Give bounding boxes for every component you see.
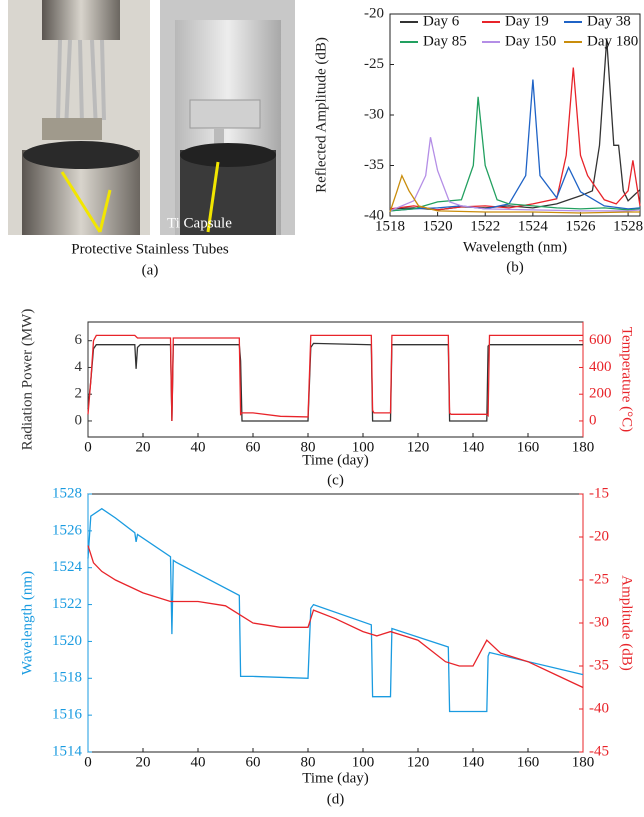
legend-label: Day 180 xyxy=(587,33,638,49)
x-axis-title: Time (day) xyxy=(302,452,369,468)
y-tick-label: -35 xyxy=(589,657,609,673)
x-tick-label: 1526 xyxy=(565,218,596,234)
legend-label: Day 85 xyxy=(423,33,467,49)
x-tick-label: 160 xyxy=(517,439,540,455)
photo-label: Ti Capsule xyxy=(167,215,232,231)
x-tick-label: 60 xyxy=(246,754,261,770)
x-tick-label: 120 xyxy=(407,754,430,770)
y-tick-label: 1528 xyxy=(52,485,82,501)
x-tick-label: 0 xyxy=(84,439,92,455)
x-axis-title: Wavelength (nm) xyxy=(463,239,567,255)
y-tick-label: 0 xyxy=(589,412,597,428)
y-tick-label: -20 xyxy=(589,528,609,544)
arrows xyxy=(60,161,220,233)
caption: (c) xyxy=(327,472,344,488)
y-tick-label: 200 xyxy=(589,386,612,402)
y-tick-label: -35 xyxy=(364,157,384,173)
x-tick-label: 120 xyxy=(407,439,430,455)
y2-axis-title: Amplitude (dB) xyxy=(619,575,635,670)
legend-label: Day 6 xyxy=(423,13,460,29)
y-tick-label: 1526 xyxy=(52,522,83,538)
y-tick-label: 1518 xyxy=(52,670,82,686)
series-line xyxy=(389,96,641,212)
y-tick-label: 1516 xyxy=(52,707,83,723)
x-tick-label: 20 xyxy=(136,439,151,455)
x-tick-label: 1522 xyxy=(470,218,500,234)
y-axis-title: Wavelength (nm) xyxy=(19,571,35,675)
y-tick-label: -25 xyxy=(364,56,384,72)
x-tick-label: 40 xyxy=(191,754,206,770)
x-tick-label: 1524 xyxy=(518,218,549,234)
x-tick-label: 100 xyxy=(352,754,375,770)
photo-right xyxy=(160,0,295,235)
y-tick-label: 1514 xyxy=(52,743,83,759)
x-axis-title: Time (day) xyxy=(302,770,369,786)
x-tick-label: 1520 xyxy=(423,218,453,234)
y-tick-label: 400 xyxy=(589,359,612,375)
caption: (a) xyxy=(142,262,159,278)
x-tick-label: 60 xyxy=(246,439,261,455)
photo-left xyxy=(8,0,150,235)
series-line xyxy=(389,137,641,212)
y2-axis-title: Temperature (°C) xyxy=(619,327,635,432)
y-tick-label: -20 xyxy=(364,5,384,21)
y-tick-label: 1524 xyxy=(52,559,83,575)
series-line xyxy=(87,545,584,689)
series-line xyxy=(87,342,583,422)
legend-label: Day 19 xyxy=(505,13,549,29)
caption: (d) xyxy=(327,791,345,807)
y-tick-label: -15 xyxy=(589,485,609,501)
x-tick-label: 180 xyxy=(572,439,595,455)
series-line xyxy=(87,507,584,713)
x-tick-label: 160 xyxy=(517,754,540,770)
caption: (b) xyxy=(506,259,524,275)
y-tick-label: 2 xyxy=(75,386,83,402)
series-line xyxy=(389,67,641,211)
y-tick-label: -45 xyxy=(589,743,609,759)
x-tick-label: 100 xyxy=(352,439,375,455)
series-line xyxy=(389,173,640,214)
y-tick-label: -30 xyxy=(589,614,609,630)
y-tick-label: 0 xyxy=(75,412,83,428)
x-tick-label: 0 xyxy=(84,754,92,770)
x-tick-label: 80 xyxy=(301,439,316,455)
y-tick-label: 6 xyxy=(75,332,83,348)
series-line xyxy=(389,79,641,212)
x-tick-label: 1518 xyxy=(375,218,405,234)
legend-label: Day 150 xyxy=(505,33,556,49)
y-tick-label: 1520 xyxy=(52,633,82,649)
y-tick-label: -25 xyxy=(589,571,609,587)
series-line xyxy=(87,334,583,422)
series-line xyxy=(389,39,641,211)
plot-frame xyxy=(87,493,584,753)
y-tick-label: 4 xyxy=(75,359,83,375)
x-tick-label: 80 xyxy=(301,754,316,770)
photo-label: Protective Stainless Tubes xyxy=(71,241,229,257)
x-tick-label: 180 xyxy=(572,754,595,770)
y-tick-label: -40 xyxy=(589,700,609,716)
y-axis-title: Radiation Power (MW) xyxy=(19,309,35,451)
x-tick-label: 140 xyxy=(462,754,485,770)
y-tick-label: 600 xyxy=(589,332,612,348)
y-tick-label: -30 xyxy=(364,106,384,122)
x-tick-label: 1528 xyxy=(613,218,643,234)
y-axis-title: Reflected Amplitude (dB) xyxy=(313,37,329,193)
y-tick-label: 1522 xyxy=(52,596,82,612)
x-tick-label: 140 xyxy=(462,439,485,455)
plot-frame xyxy=(87,321,584,438)
x-tick-label: 20 xyxy=(136,754,151,770)
x-tick-label: 40 xyxy=(191,439,206,455)
y-tick-label: -40 xyxy=(364,207,384,223)
legend-label: Day 38 xyxy=(587,13,631,29)
